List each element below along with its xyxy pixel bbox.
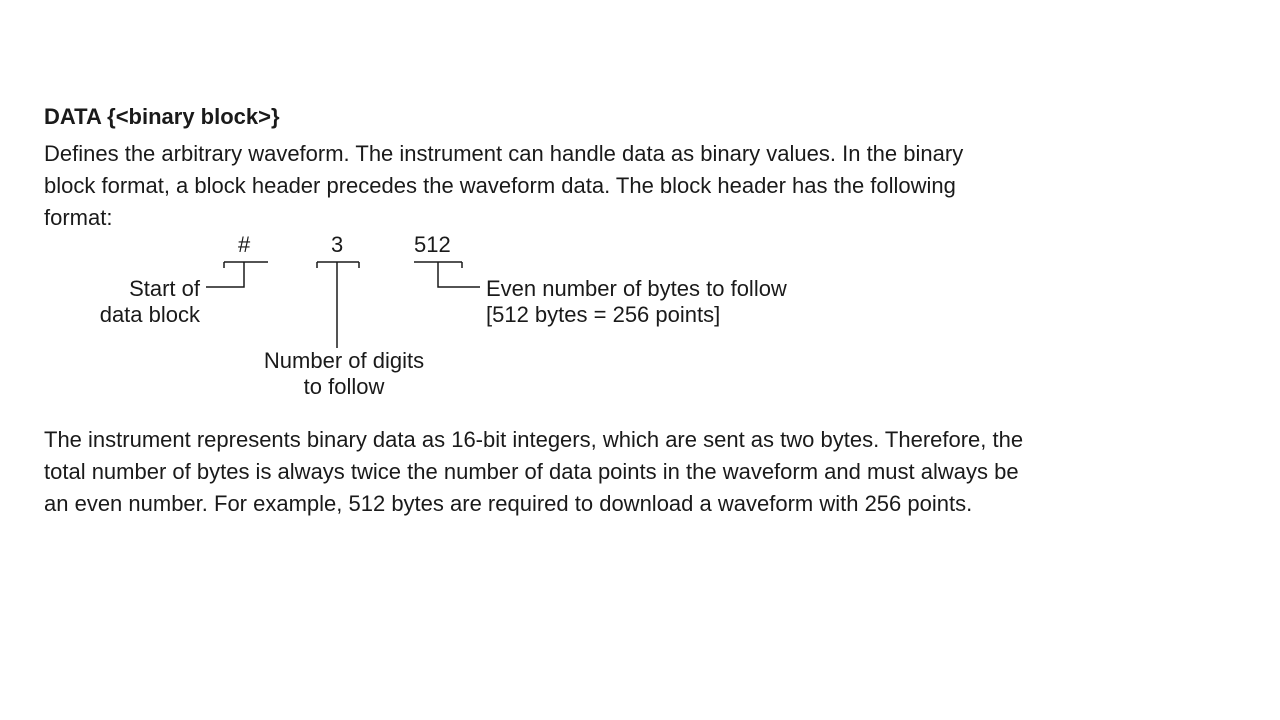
command-heading: DATA {<binary block>} — [44, 104, 280, 130]
header-symbol-2: 512 — [414, 232, 451, 258]
header-symbol-1: 3 — [331, 232, 343, 258]
footer-paragraph: The instrument represents binary data as… — [44, 424, 1024, 520]
annotation-0: Start of data block — [90, 276, 200, 328]
block-header-diagram: # Start of data block 3 Number of digits to… — [44, 232, 1004, 412]
intro-paragraph: Defines the arbitrary waveform. The inst… — [44, 138, 1004, 234]
header-symbol-0: # — [238, 232, 250, 258]
annotation-2: Even number of bytes to follow [512 byte… — [486, 276, 787, 328]
annotation-1: Number of digits to follow — [259, 348, 429, 400]
